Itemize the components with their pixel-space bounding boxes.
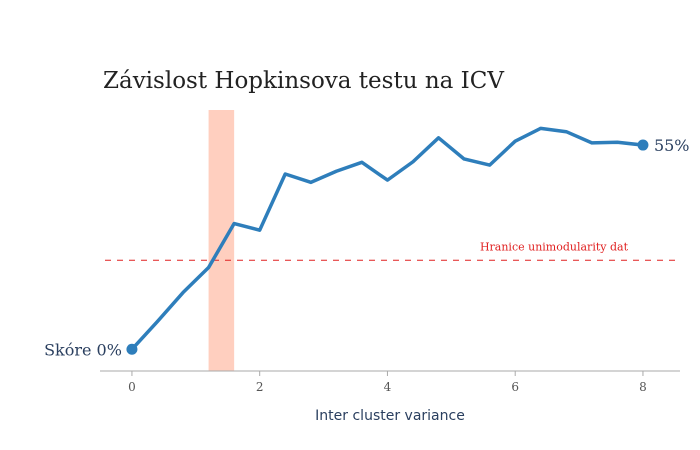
series-layer	[126, 126, 649, 355]
x-tick-label: 8	[639, 380, 647, 394]
end-label: 55%	[654, 136, 690, 155]
highlight-band	[208, 110, 235, 371]
x-tick-label: 6	[511, 380, 519, 394]
start-point	[126, 343, 138, 355]
chart-title: Závislost Hopkinsova testu na ICV	[103, 68, 504, 94]
threshold-layer: Hranice unimodularity dat	[105, 240, 675, 261]
start-label: Skóre 0%	[44, 340, 122, 359]
x-axis-label: Inter cluster variance	[315, 408, 465, 424]
end-point	[637, 139, 649, 151]
series-line	[130, 126, 645, 352]
x-tick-label: 4	[384, 380, 392, 394]
label-layer: Skóre 0% 55%	[44, 136, 689, 359]
highlight-band-layer	[208, 110, 235, 371]
x-tick-label: 0	[128, 380, 136, 394]
x-axis: 0 2 4 6 8	[100, 370, 680, 394]
threshold-label: Hranice unimodularity dat	[480, 240, 629, 253]
x-tick-label: 2	[256, 380, 264, 394]
